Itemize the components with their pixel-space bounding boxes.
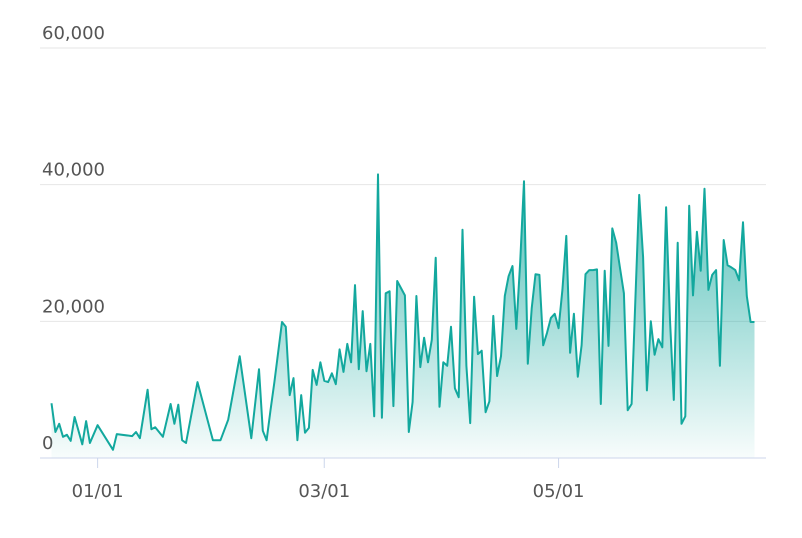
line — [50, 173, 755, 451]
y-tick-label: 0 — [42, 433, 53, 454]
y-tick-label: 60,000 — [42, 23, 105, 44]
area — [51, 174, 755, 458]
y-tick-label: 20,000 — [42, 296, 105, 317]
x-tick-label: 05/01 — [533, 481, 585, 502]
x-tick-label: 03/01 — [298, 481, 350, 502]
x-tick-label: 01/01 — [72, 481, 124, 502]
y-tick-label: 40,000 — [42, 160, 105, 181]
